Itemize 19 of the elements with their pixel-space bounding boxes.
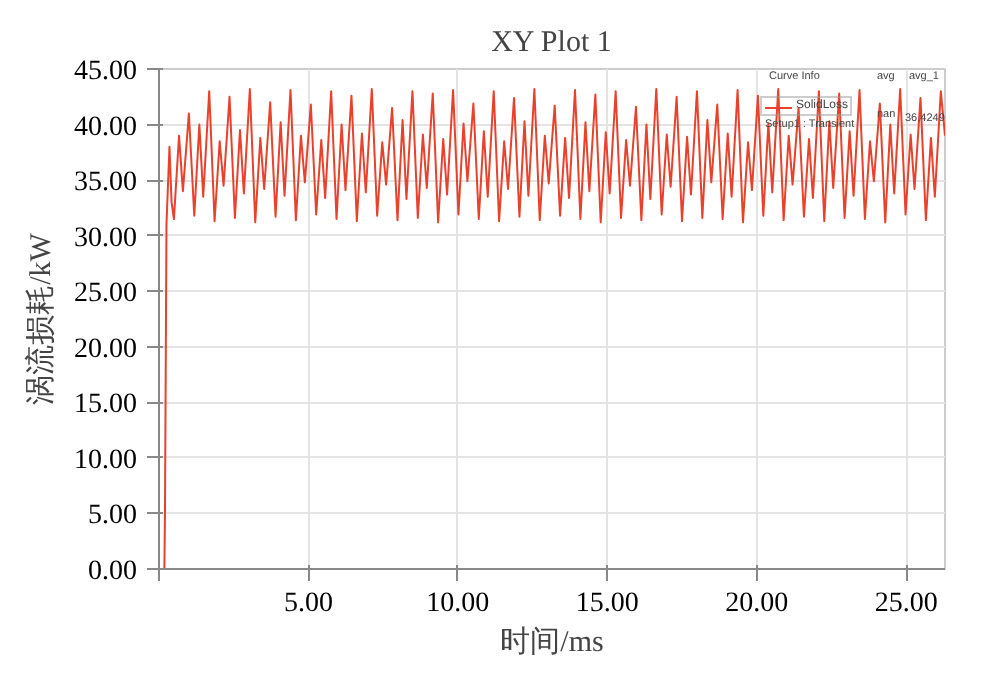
y-tick-label: 15.00 bbox=[74, 390, 137, 421]
y-tick-label: 35.00 bbox=[74, 168, 137, 199]
x-axis-title: 时间/ms bbox=[500, 625, 604, 659]
chart-title: XY Plot 1 bbox=[491, 27, 612, 59]
x-tick-label: 25.00 bbox=[874, 589, 938, 619]
y-tick-label: 0.00 bbox=[88, 557, 137, 587]
y-tick-label: 25.00 bbox=[74, 279, 137, 310]
y-tick-label: 20.00 bbox=[74, 334, 137, 365]
line-series bbox=[163, 88, 945, 569]
y-axis-title: 涡流损耗/kW bbox=[24, 231, 58, 405]
y-tick-label: 40.00 bbox=[74, 112, 137, 143]
x-tick-label: 5.00 bbox=[283, 589, 333, 619]
x-tick-label: 15.00 bbox=[575, 589, 639, 619]
y-tick-label: 30.00 bbox=[74, 223, 137, 254]
y-tick-label: 45.00 bbox=[74, 57, 137, 87]
x-tick-label: 10.00 bbox=[426, 589, 490, 619]
y-tick-label: 10.00 bbox=[74, 445, 137, 476]
x-tick-label: 20.00 bbox=[725, 589, 789, 619]
y-tick-label: 5.00 bbox=[88, 501, 137, 532]
